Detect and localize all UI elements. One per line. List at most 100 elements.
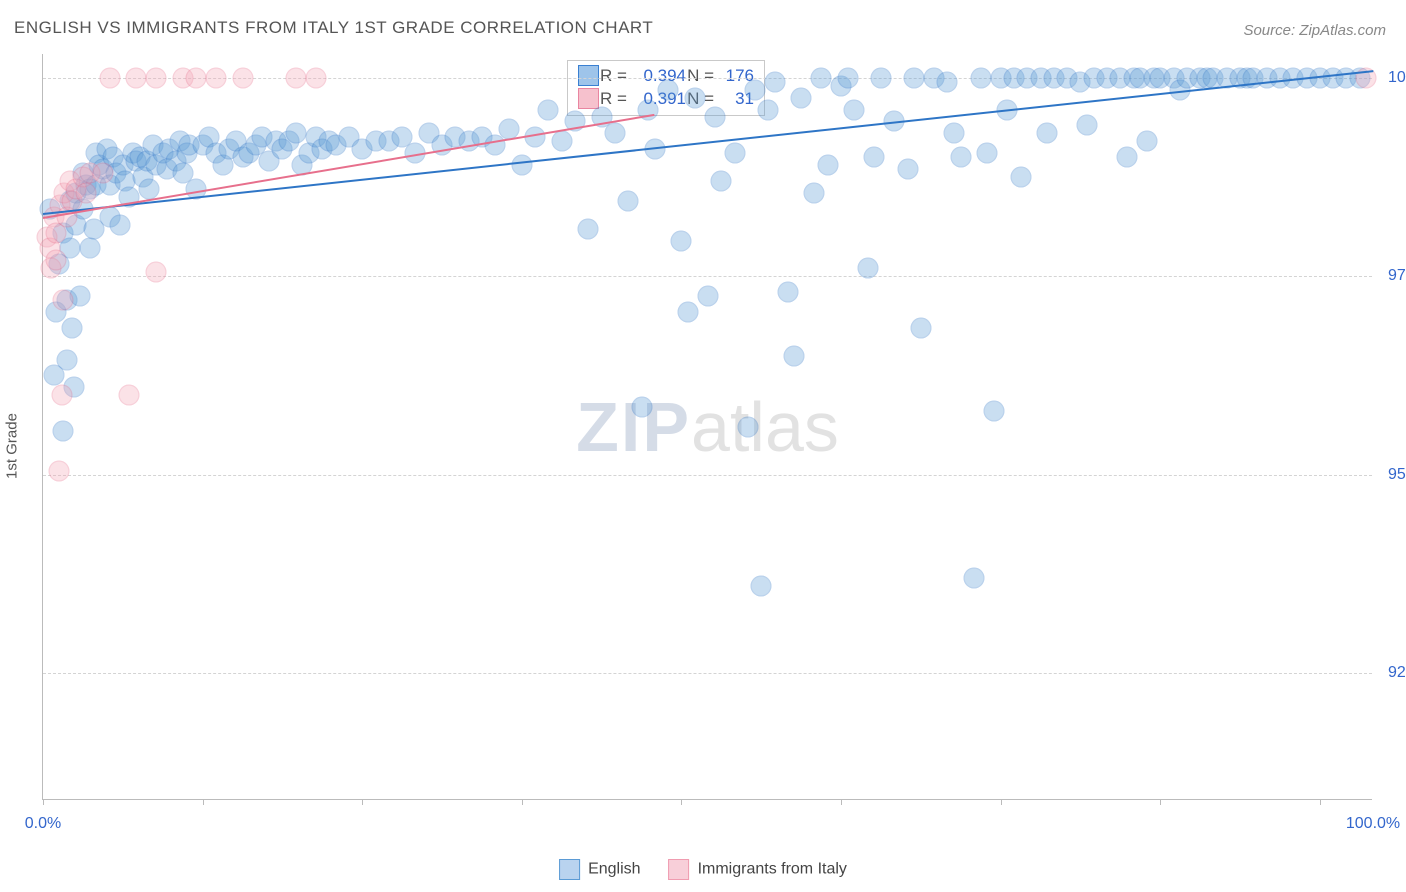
stats-swatch xyxy=(578,65,599,86)
data-point xyxy=(51,385,72,406)
data-point xyxy=(92,163,113,184)
x-tick xyxy=(1001,799,1002,805)
data-point xyxy=(56,349,77,370)
data-point xyxy=(48,460,69,481)
legend-swatch xyxy=(669,859,690,880)
data-point xyxy=(704,107,725,128)
data-point xyxy=(126,67,147,88)
data-point xyxy=(1116,147,1137,168)
x-tick xyxy=(1160,799,1161,805)
legend-label: Immigrants from Italy xyxy=(698,861,847,878)
watermark-atlas: atlas xyxy=(691,388,839,466)
data-point xyxy=(944,123,965,144)
data-point xyxy=(784,345,805,366)
data-point xyxy=(1077,115,1098,136)
data-point xyxy=(119,385,140,406)
data-point xyxy=(910,317,931,338)
data-point xyxy=(99,67,120,88)
x-tick xyxy=(43,799,44,805)
data-point xyxy=(1010,167,1031,188)
gridline xyxy=(43,276,1372,277)
data-point xyxy=(950,147,971,168)
x-tick xyxy=(681,799,682,805)
data-point xyxy=(604,123,625,144)
data-point xyxy=(791,87,812,108)
data-point xyxy=(698,286,719,307)
data-point xyxy=(870,67,891,88)
y-tick-label: 100.0% xyxy=(1380,69,1406,87)
data-point xyxy=(139,178,160,199)
x-tick xyxy=(1320,799,1321,805)
data-point xyxy=(525,127,546,148)
x-tick xyxy=(203,799,204,805)
legend: English Immigrants from Italy xyxy=(559,859,847,880)
data-point xyxy=(79,238,100,259)
data-point xyxy=(937,71,958,92)
data-point xyxy=(744,79,765,100)
data-point xyxy=(737,417,758,438)
data-point xyxy=(232,67,253,88)
data-point xyxy=(684,87,705,108)
data-point xyxy=(837,67,858,88)
watermark: ZIPatlas xyxy=(576,387,839,467)
data-point xyxy=(75,182,96,203)
data-point xyxy=(52,290,73,311)
y-axis-label: 1st Grade xyxy=(4,413,21,479)
data-point xyxy=(897,159,918,180)
legend-swatch xyxy=(559,859,580,880)
data-point xyxy=(62,317,83,338)
data-point xyxy=(983,401,1004,422)
data-point xyxy=(205,67,226,88)
x-tick xyxy=(362,799,363,805)
data-point xyxy=(844,99,865,120)
stats-r-label: R = xyxy=(600,66,634,86)
data-point xyxy=(110,214,131,235)
data-point xyxy=(678,301,699,322)
data-point xyxy=(285,67,306,88)
x-tick-label: 100.0% xyxy=(1346,815,1400,833)
data-point xyxy=(904,67,925,88)
data-point xyxy=(751,575,772,596)
data-point xyxy=(817,155,838,176)
x-tick xyxy=(522,799,523,805)
data-point xyxy=(777,282,798,303)
data-point xyxy=(964,567,985,588)
legend-label: English xyxy=(588,861,640,878)
data-point xyxy=(1136,131,1157,152)
x-tick-label: 0.0% xyxy=(25,815,61,833)
y-tick-label: 92.5% xyxy=(1380,664,1406,682)
data-point xyxy=(185,67,206,88)
data-point xyxy=(538,99,559,120)
data-point xyxy=(970,67,991,88)
data-point xyxy=(764,71,785,92)
data-point xyxy=(52,420,73,441)
stats-n-label: N = xyxy=(686,66,714,86)
source-label: Source: ZipAtlas.com xyxy=(1243,22,1386,39)
data-point xyxy=(285,123,306,144)
data-point xyxy=(578,218,599,239)
stats-swatch xyxy=(578,88,599,109)
data-point xyxy=(146,262,167,283)
gridline xyxy=(43,475,1372,476)
chart-title: ENGLISH VS IMMIGRANTS FROM ITALY 1ST GRA… xyxy=(14,18,653,38)
data-point xyxy=(804,182,825,203)
data-point xyxy=(146,67,167,88)
data-point xyxy=(811,67,832,88)
data-point xyxy=(977,143,998,164)
y-tick-label: 95.0% xyxy=(1380,466,1406,484)
data-point xyxy=(618,190,639,211)
data-point xyxy=(551,131,572,152)
legend-item: English xyxy=(559,859,640,880)
x-tick xyxy=(841,799,842,805)
data-point xyxy=(511,155,532,176)
data-point xyxy=(757,99,778,120)
data-point xyxy=(46,250,67,271)
data-point xyxy=(671,230,692,251)
data-point xyxy=(711,170,732,191)
data-point xyxy=(857,258,878,279)
plot-area: ZIPatlas R =0.394N =176R =0.391N =31 92.… xyxy=(42,54,1372,800)
data-point xyxy=(1037,123,1058,144)
data-point xyxy=(631,397,652,418)
data-point xyxy=(724,143,745,164)
gridline xyxy=(43,673,1372,674)
